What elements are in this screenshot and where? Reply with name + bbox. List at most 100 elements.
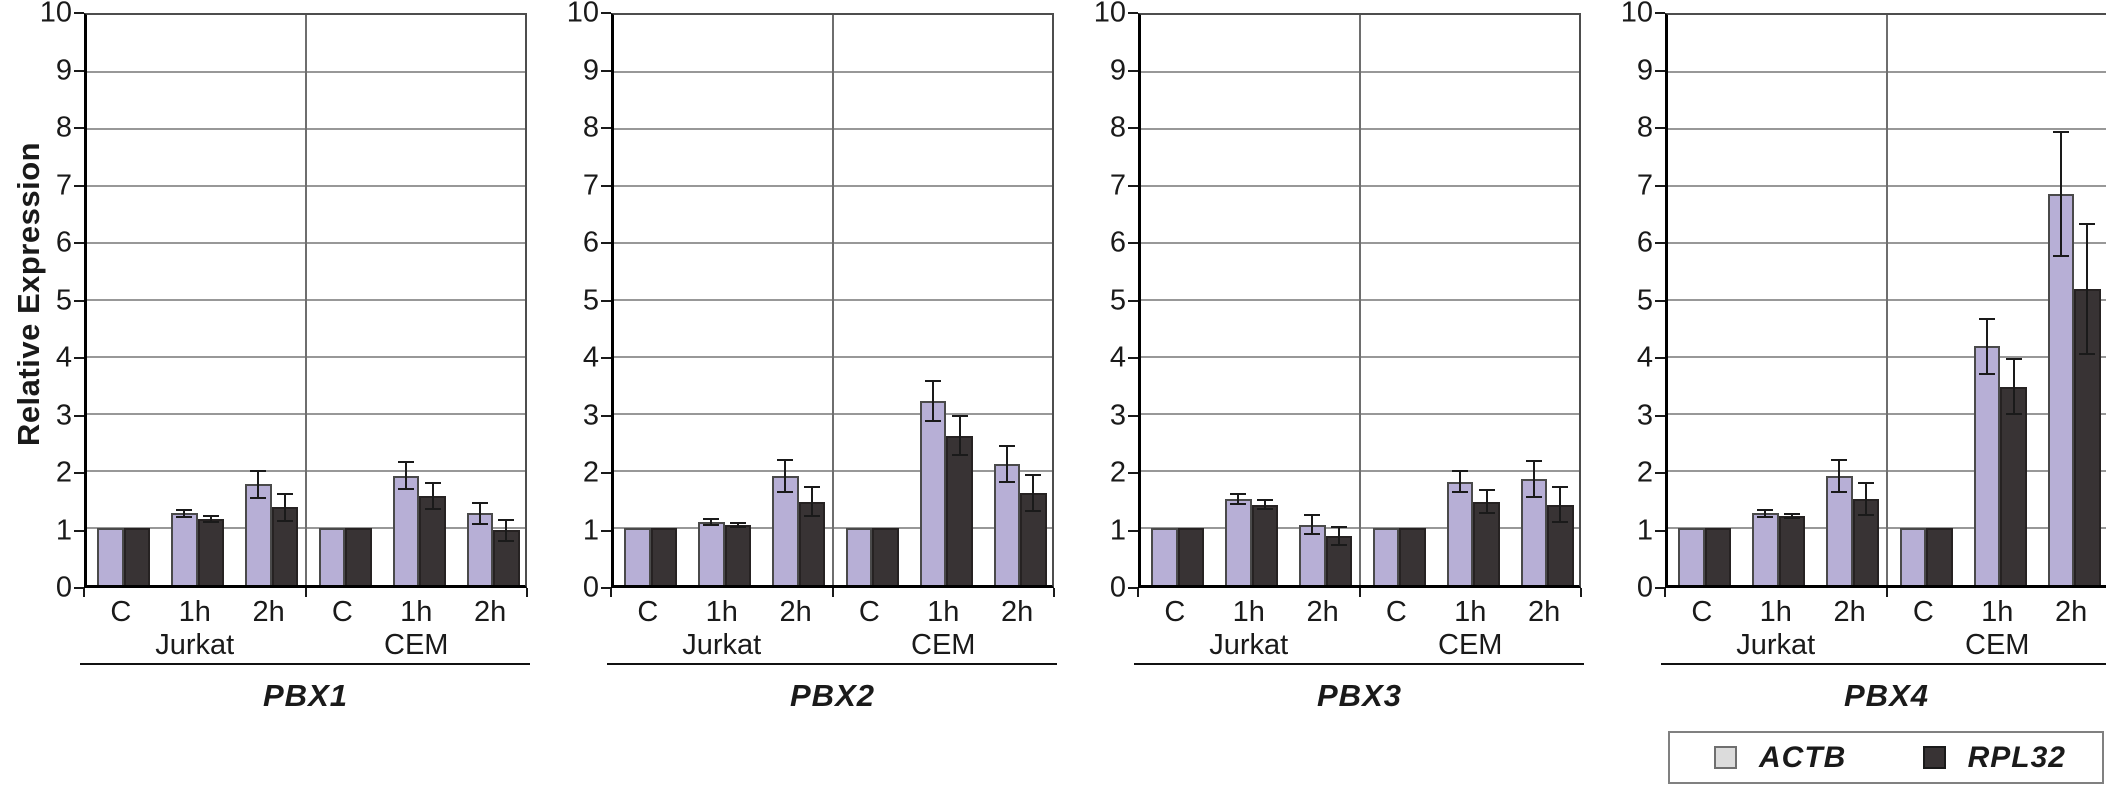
y-tick-label: 10 [1093, 0, 1126, 29]
y-tick-label: 4 [582, 341, 599, 374]
cell-line-label: Jurkat [1736, 629, 1816, 661]
axis-underline [607, 663, 1057, 665]
bar-actb-cem-2h [993, 464, 1021, 585]
error-bar-line [505, 518, 508, 542]
x-tick-mark [1053, 588, 1055, 597]
y-tick-label: 1 [1636, 514, 1653, 546]
error-bar-cap-bottom [777, 491, 794, 493]
bar-actb-jurkat-c [624, 527, 651, 585]
y-tick-mark [601, 242, 611, 244]
error-bar-cap-top [397, 461, 414, 464]
y-tick-label: 4 [1109, 341, 1126, 374]
error-bar-cap-top [1525, 459, 1542, 462]
y-tick-mark [601, 414, 611, 417]
legend-label-rpl32: RPL32 [1967, 740, 2066, 774]
y-tick-mark [1655, 357, 1665, 359]
y-tick-label: 3 [582, 399, 599, 431]
y-tick-mark [1128, 299, 1138, 302]
error-bar-line [1264, 498, 1267, 511]
error-bar-cap-bottom [2079, 353, 2096, 355]
y-tick-mark [1128, 242, 1138, 244]
error-bar-line [810, 486, 813, 518]
error-bar-cap-top [1304, 514, 1321, 517]
error-bar-line [1791, 512, 1794, 520]
plot-area: 0 1 2 3 4 5 6 7 8 9 10 C 1h 2h Jurkat C 1h 2h CEM [1054, 0, 1582, 790]
bar-rpl32-cem-2h [493, 530, 520, 585]
x-tick-label: C [858, 596, 880, 628]
y-tick-label: 2 [55, 456, 72, 489]
error-bar-line [1311, 514, 1314, 535]
error-bar-line [1985, 317, 1988, 376]
error-bar-cap-top [203, 514, 220, 517]
y-tick-label: 0 [1109, 571, 1126, 604]
y-tick-mark [601, 357, 611, 359]
y-tick-label: 8 [55, 111, 72, 144]
y-tick-mark [1128, 414, 1138, 417]
y-tick-label: 9 [1636, 54, 1653, 86]
bar-actb-cem-1h [1973, 346, 2001, 585]
error-bar-cap-top [176, 508, 193, 511]
y-tick-mark [601, 587, 611, 589]
error-bar-line [1485, 488, 1488, 515]
error-bar-cap-bottom [203, 520, 220, 523]
y-tick-mark [1655, 472, 1665, 474]
error-bar-cap-bottom [176, 515, 193, 518]
y-tick-label: 7 [1109, 169, 1126, 201]
error-bar-line [1458, 470, 1461, 493]
error-bar-cap-bottom [1451, 491, 1468, 493]
bar-actb-jurkat-c [1151, 527, 1178, 585]
error-bar-cap-bottom [998, 481, 1015, 484]
x-tick-mark [304, 588, 307, 597]
y-tick-mark [1655, 587, 1665, 589]
error-bar-line [931, 380, 934, 422]
x-tick-mark [83, 588, 85, 597]
y-tick-label: 10 [1620, 0, 1653, 29]
cell-line-label: CEM [1965, 629, 2030, 661]
x-tick-label: C [110, 596, 132, 628]
bar-actb-jurkat-1h [698, 521, 725, 585]
y-tick-mark [74, 414, 84, 417]
error-bar-line [183, 508, 186, 518]
gene-title: PBX4 [1844, 678, 1929, 713]
error-bar-cap-bottom [2005, 413, 2022, 416]
bar-rpl32-cem-c [1926, 527, 1953, 585]
y-tick-mark [1655, 299, 1665, 302]
error-bar-cap-top [1552, 485, 1569, 488]
x-tick-label: 1h [400, 596, 433, 628]
group-divider [832, 15, 834, 585]
x-tick-label: C [1164, 596, 1186, 628]
error-bar-cap-top [2079, 222, 2096, 225]
error-bar-cap-top [250, 470, 267, 472]
error-bar-line [1764, 508, 1767, 518]
y-tick-label: 8 [1109, 111, 1126, 144]
y-tick-mark [74, 12, 84, 14]
bar-actb-jurkat-c [1678, 527, 1705, 585]
y-tick-label: 5 [1109, 284, 1126, 316]
bar-actb-cem-1h [919, 401, 947, 585]
error-bar-line [1005, 445, 1008, 484]
y-tick-label: 7 [55, 169, 72, 201]
bar-actb-jurkat-2h [772, 475, 799, 585]
plot-area: 0 1 2 3 4 5 6 7 8 9 10 C 1h 2h Jurkat C 1h 2h CEM [1581, 0, 2106, 790]
error-bar-line [958, 415, 961, 456]
legend-label-actb: ACTB [1759, 740, 1847, 774]
error-bar-cap-bottom [397, 488, 414, 491]
x-tick-label: 1h [178, 596, 211, 628]
y-tick-mark [1655, 127, 1665, 129]
x-tick-label: 2h [1000, 596, 1034, 628]
x-tick-label: C [1691, 596, 1713, 628]
bar-rpl32-jurkat-c [650, 527, 678, 585]
error-bar-cap-top [424, 481, 441, 484]
x-tick-label: C [637, 596, 659, 628]
bar-rpl32-cem-1h [1473, 501, 1500, 585]
y-tick-label: 4 [1636, 341, 1653, 374]
y-tick-label: 2 [582, 456, 599, 489]
y-tick-mark [1128, 587, 1138, 589]
error-bar-line [431, 481, 434, 511]
plot-area: 0 1 2 3 4 5 6 7 8 9 10 C 1h 2h Jurkat C 1h 2h CEM [0, 0, 528, 790]
y-tick-label: 2 [1636, 456, 1653, 489]
bar-rpl32-jurkat-1h [1778, 516, 1806, 585]
error-bar-cap-top [2005, 357, 2022, 360]
bar-actb-cem-c [318, 527, 346, 585]
